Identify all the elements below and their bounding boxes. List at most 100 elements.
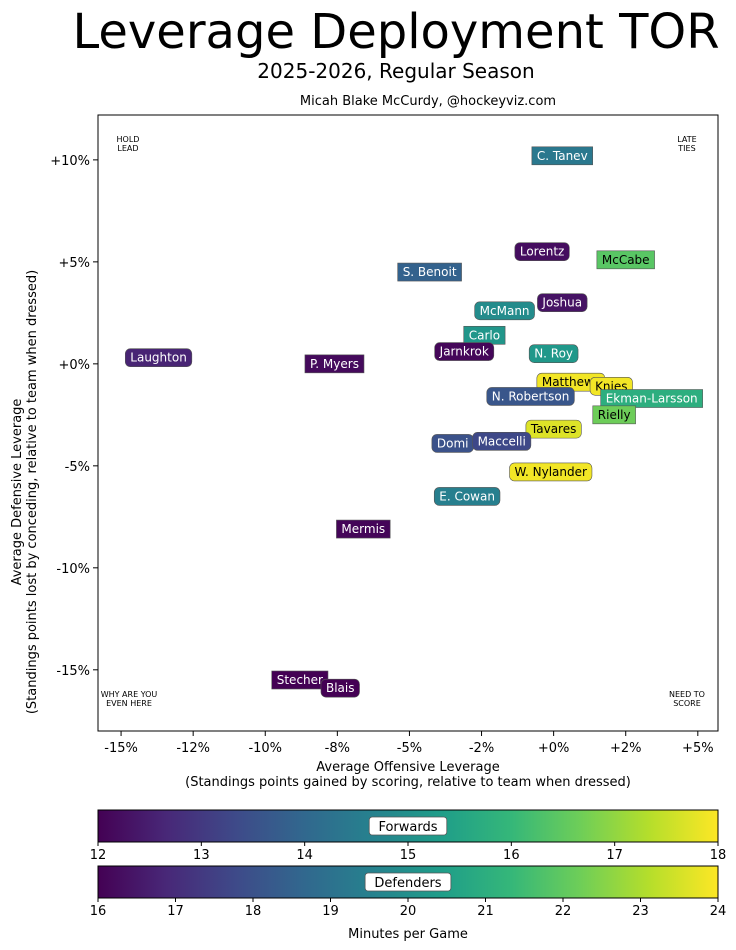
colorbar-tick-label: 16 [90,904,107,919]
player-name: Blais [326,681,355,695]
y-axis-ticks: +10% +5% +0% -5% -10% -15% [50,154,98,679]
colorbar-tick-label: 17 [606,848,623,863]
player-rielly: Rielly [592,405,636,425]
colorbar-tick-label: 23 [632,904,649,919]
player-box [474,301,535,321]
player-box [525,419,582,439]
colorbar-tick-label: 17 [167,904,184,919]
player-box [486,387,575,406]
colorbar-tick-label: 16 [503,848,520,863]
player-lorentz: Lorentz [514,242,570,261]
player-box [528,344,579,363]
colorbar-label-box [368,816,448,836]
player-domi: Domi [431,434,474,453]
author-credit: Micah Blake McCurdy, @hockeyviz.com [299,94,557,109]
player-name: Joshua [541,296,582,310]
player-p-myers: P. Myers [304,354,365,374]
player-mermis: Mermis [336,519,391,539]
corner-hold-lead: HOLD [117,135,140,144]
corner-hold-lead: LEAD [117,144,138,153]
player-w-nylander: W. Nylander [509,462,593,482]
colorbar-tick-label: 18 [245,904,262,919]
corner-why-here: EVEN HERE [106,699,152,708]
player-name: W. Nylander [515,465,587,479]
player-blais: Blais [320,678,360,698]
player-s-benoit: S. Benoit [397,262,462,282]
colorbar-tick-label: 15 [400,848,417,863]
player-name: N. Roy [534,347,573,361]
player-name: Maccelli [478,434,526,448]
colorbar-label-box [364,872,452,892]
y-tick-label: -5% [65,460,90,475]
player-box [596,250,655,270]
x-tick-label: +2% [610,741,642,756]
player-name: E. Cowan [439,489,495,503]
y-tick-label: +10% [50,154,90,169]
colorbar-tick-label: 12 [90,848,107,863]
player-laughton: Laughton [124,348,193,368]
corner-why-here: WHY ARE YOU [101,690,158,699]
player-name: McMann [480,304,530,318]
player-box [124,348,193,368]
player-name: Laughton [130,351,187,365]
corner-need-score: SCORE [673,699,701,708]
player-box [600,389,703,408]
y-tick-label: -10% [56,562,90,577]
player-n-roy: N. Roy [528,344,579,363]
colorbar-label-defenders: Defenders [374,876,441,891]
player-name: McCabe [602,253,650,267]
page-title: Leverage Deployment TOR [72,4,720,60]
corner-late-ties: TIES [677,144,695,153]
player-tavares: Tavares [525,419,582,439]
x-tick-label: -8% [325,741,350,756]
plot-frame [97,114,719,732]
player-joshua: Joshua [537,293,588,312]
colorbar-axis-label: Minutes per Game [348,927,468,942]
colorbar-label-forwards: Forwards [378,820,437,835]
player-box [472,432,532,451]
x-tick-label: -5% [397,741,422,756]
x-tick-label: +0% [538,741,570,756]
player-mcmann: McMann [474,301,535,321]
player-stecher: Stecher [271,670,329,690]
x-axis-ticks: -15% -12% -10% -8% -5% -2% +0% +2% +5% [104,731,714,756]
player-box [537,293,588,312]
player-mccabe: McCabe [596,250,655,270]
player-box [514,242,570,261]
player-name: Domi [437,436,469,450]
player-box [304,354,365,374]
player-n-robertson: N. Robertson [486,387,575,406]
player-name: Ekman-Larsson [606,392,698,406]
y-tick-label: +5% [58,256,90,271]
player-name: N. Robertson [492,389,570,403]
player-box [336,519,391,539]
x-axis-label: Average Offensive Leverage [316,760,499,775]
player-ekman-larsson: Ekman-Larsson [600,389,703,408]
y-tick-label: -15% [56,664,90,679]
colorbar-defenders [97,865,719,899]
corner-need-score: NEED TO [669,690,705,699]
colorbar-tick-label: 21 [477,904,494,919]
colorbar-tick-label: 14 [296,848,313,863]
corner-late-ties: LATE [677,135,696,144]
player-name: Stecher [277,673,323,687]
y-axis-label: Average Defensive Leverage [10,399,25,586]
player-name: Mermis [341,522,385,536]
player-name: Carlo [469,328,500,342]
colorbar-tick-label: 20 [400,904,417,919]
y-axis-sublabel: (Standings points lost by conceding, rel… [25,270,40,714]
player-name: S. Benoit [403,265,457,279]
player-name: Rielly [598,408,631,422]
player-box [531,146,593,166]
player-name: Matthews [542,375,600,389]
player-name: P. Myers [310,357,359,371]
player-name: Tavares [530,422,576,436]
page-subtitle: 2025-2026, Regular Season [257,59,535,83]
player-c-tanev: C. Tanev [531,146,593,166]
player-box [397,262,462,282]
player-maccelli: Maccelli [472,432,532,451]
x-axis-sublabel: (Standings points gained by scoring, rel… [185,775,631,790]
colorbar-tick-label: 24 [710,904,727,919]
